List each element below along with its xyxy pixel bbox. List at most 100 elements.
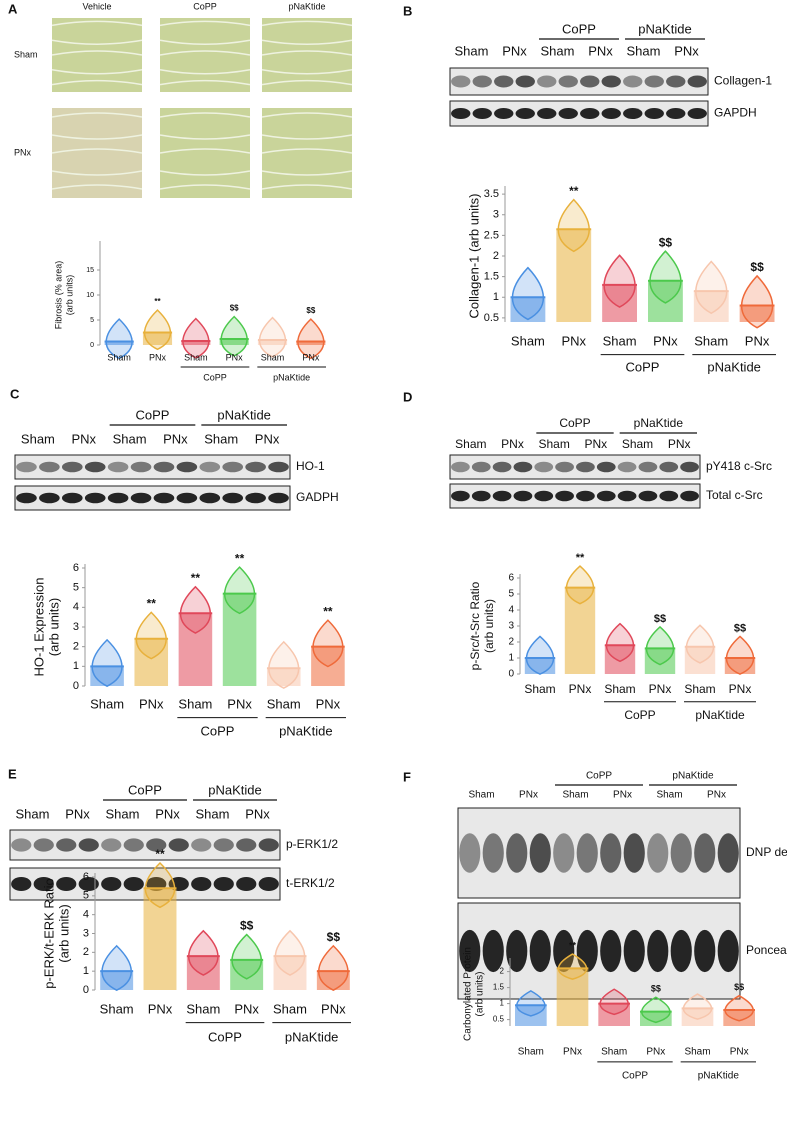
band	[670, 833, 692, 873]
tissue-line	[51, 184, 143, 190]
band	[515, 108, 535, 119]
group-label: pNaKtide	[672, 771, 714, 782]
band	[56, 876, 77, 892]
violin	[220, 315, 248, 357]
blot	[449, 100, 709, 127]
band	[596, 490, 616, 502]
lane-label: Sham	[106, 806, 140, 821]
violin	[741, 274, 774, 329]
blot-label: p-ERK1/2	[286, 837, 338, 851]
blot	[449, 67, 709, 96]
image-column-label: Vehicle	[82, 1, 111, 11]
band	[222, 492, 244, 504]
band	[717, 833, 739, 873]
group-label: CoPP	[562, 21, 596, 36]
tissue-line	[159, 184, 251, 190]
band	[61, 461, 83, 473]
band	[130, 461, 152, 473]
lane-label: Sham	[196, 806, 230, 821]
lane-label: PNx	[163, 431, 188, 446]
band	[191, 876, 212, 892]
violin	[599, 988, 629, 1016]
y-tick-label: 0	[83, 984, 89, 996]
band	[492, 490, 512, 502]
group-label: CoPP	[622, 1071, 648, 1082]
violin	[101, 944, 132, 991]
band	[555, 490, 574, 502]
band	[471, 490, 491, 502]
band	[101, 838, 122, 852]
significance: $$	[734, 982, 744, 992]
lane-label: Sham	[562, 790, 588, 801]
y-axis-label: (arb units)	[64, 275, 74, 316]
lane-label: Sham	[622, 437, 653, 451]
y-tick-label: 2	[83, 946, 89, 958]
micrograph	[160, 108, 250, 198]
tissue-line	[261, 148, 353, 154]
bar	[564, 587, 596, 674]
band	[472, 75, 492, 88]
significance: $$	[750, 260, 764, 274]
y-tick-label: 1.5	[484, 271, 499, 283]
bar	[230, 959, 264, 990]
micrograph	[52, 18, 142, 92]
bar	[556, 229, 592, 322]
band	[191, 838, 212, 852]
y-tick-label: 5	[90, 317, 94, 324]
bar	[142, 332, 173, 345]
tissue-line	[159, 112, 251, 118]
blot-label: Ponceau S	[746, 943, 787, 957]
y-axis-label: (arb units)	[475, 971, 486, 1016]
band	[16, 461, 37, 473]
blot	[9, 829, 281, 861]
x-tick-label: PNx	[149, 352, 167, 362]
lane-label: Sham	[538, 437, 569, 451]
x-tick-label: PNx	[321, 1001, 346, 1016]
x-tick-label: Sham	[267, 696, 301, 711]
x-tick-label: Sham	[186, 1001, 220, 1016]
lane-label: PNx	[255, 431, 280, 446]
lane-label: Sham	[455, 43, 489, 58]
band	[268, 492, 289, 504]
y-axis-label: Fibrosis (% area)	[53, 261, 63, 330]
band	[576, 490, 595, 502]
bar	[556, 968, 589, 1026]
y-axis-label: HO-1 Expression	[31, 578, 46, 677]
tissue-line	[51, 134, 143, 140]
band	[451, 108, 471, 119]
violin	[511, 266, 544, 321]
violin	[188, 929, 219, 976]
group-label: CoPP	[203, 372, 227, 382]
x-tick-label: PNx	[226, 352, 244, 362]
bar	[723, 1010, 755, 1026]
band	[33, 876, 54, 892]
bar	[693, 291, 729, 322]
violin	[565, 565, 595, 605]
band	[537, 75, 557, 88]
x-tick-label: Sham	[273, 1001, 307, 1016]
band	[213, 838, 234, 852]
band	[555, 461, 574, 473]
tissue-line	[51, 148, 143, 154]
blot	[449, 483, 701, 509]
tissue-line	[159, 39, 251, 45]
band	[687, 108, 707, 119]
violin	[695, 260, 728, 315]
band	[576, 461, 595, 473]
tissue-line	[261, 39, 353, 45]
band	[644, 108, 664, 119]
violin	[525, 635, 555, 675]
significance: **	[235, 551, 245, 565]
y-tick-label: 10	[86, 292, 94, 299]
x-tick-label: PNx	[563, 1047, 582, 1058]
band	[670, 929, 692, 973]
tissue-line	[159, 148, 251, 154]
bar	[739, 305, 775, 322]
y-tick-label: 1	[73, 660, 79, 672]
panel-letter: E	[8, 766, 17, 781]
x-tick-label: Sham	[601, 1047, 627, 1058]
band	[84, 492, 106, 504]
blot	[14, 485, 291, 511]
band	[107, 492, 129, 504]
tissue-line	[159, 134, 251, 140]
